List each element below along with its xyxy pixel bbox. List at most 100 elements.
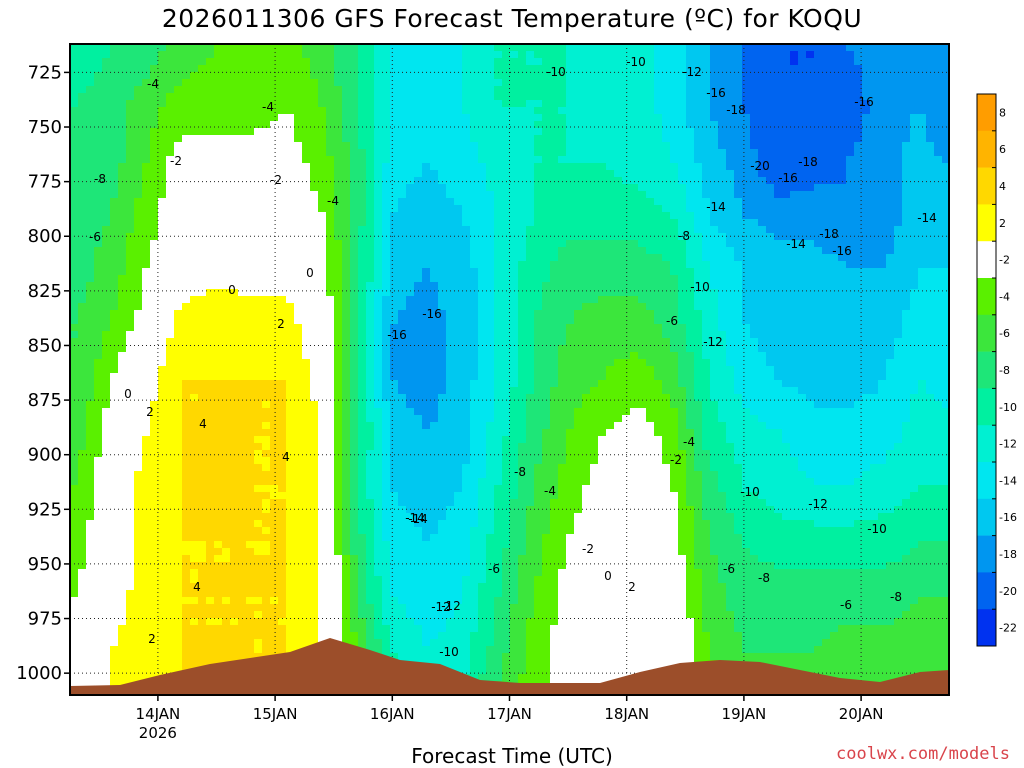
- temperature-cell: [390, 317, 399, 325]
- temperature-cell: [390, 93, 399, 101]
- temperature-cell: [454, 121, 463, 129]
- temperature-cell: [430, 352, 439, 360]
- temperature-cell: [126, 184, 135, 192]
- temperature-cell: [166, 121, 175, 129]
- temperature-cell: [494, 324, 503, 332]
- temperature-cell: [350, 303, 359, 311]
- temperature-cell: [406, 492, 415, 500]
- temperature-cell: [494, 107, 503, 115]
- temperature-cell: [150, 142, 159, 150]
- temperature-cell: [134, 93, 143, 101]
- temperature-cell: [102, 415, 111, 423]
- temperature-cell: [158, 373, 167, 381]
- temperature-cell: [174, 191, 183, 199]
- temperature-cell: [478, 436, 487, 444]
- temperature-cell: [86, 58, 95, 66]
- temperature-cell: [278, 58, 287, 66]
- temperature-cell: [430, 156, 439, 164]
- temperature-cell: [110, 625, 119, 633]
- temperature-cell: [254, 471, 263, 479]
- temperature-cell: [374, 191, 383, 199]
- temperature-cell: [78, 618, 87, 626]
- temperature-cell: [78, 429, 87, 437]
- temperature-cell: [374, 548, 383, 556]
- temperature-cell: [310, 79, 319, 87]
- temperature-cell: [350, 499, 359, 507]
- temperature-cell: [126, 520, 135, 528]
- temperature-cell: [470, 212, 479, 220]
- temperature-cell: [110, 485, 119, 493]
- temperature-cell: [214, 198, 223, 206]
- temperature-cell: [470, 541, 479, 549]
- temperature-cell: [118, 142, 127, 150]
- temperature-cell: [454, 79, 463, 87]
- temperature-cell: [454, 639, 463, 647]
- temperature-cell: [174, 660, 183, 668]
- temperature-cell: [110, 520, 119, 528]
- temperature-cell: [166, 394, 175, 402]
- temperature-cell: [262, 268, 271, 276]
- temperature-cell: [238, 471, 247, 479]
- temperature-cell: [294, 275, 303, 283]
- temperature-cell: [310, 478, 319, 486]
- temperature-cell: [262, 170, 271, 178]
- temperature-cell: [414, 296, 423, 304]
- temperature-cell: [126, 142, 135, 150]
- temperature-cell: [110, 513, 119, 521]
- temperature-cell: [254, 198, 263, 206]
- temperature-cell: [110, 541, 119, 549]
- temperature-cell: [454, 219, 463, 227]
- temperature-cell: [190, 345, 199, 353]
- temperature-cell: [102, 436, 111, 444]
- temperature-cell: [158, 100, 167, 108]
- temperature-cell: [446, 79, 455, 87]
- temperature-cell: [118, 184, 127, 192]
- temperature-cell: [222, 583, 231, 591]
- temperature-cell: [270, 394, 279, 402]
- temperature-cell: [318, 590, 327, 598]
- temperature-cell: [198, 338, 207, 346]
- temperature-cell: [150, 520, 159, 528]
- temperature-cell: [238, 366, 247, 374]
- temperature-cell: [398, 345, 407, 353]
- temperature-cell: [334, 569, 343, 577]
- temperature-cell: [446, 135, 455, 143]
- temperature-cell: [438, 534, 447, 542]
- temperature-cell: [326, 100, 335, 108]
- temperature-cell: [318, 429, 327, 437]
- temperature-cell: [318, 107, 327, 115]
- temperature-cell: [414, 401, 423, 409]
- temperature-cell: [142, 576, 151, 584]
- temperature-cell: [134, 233, 143, 241]
- temperature-cell: [422, 177, 431, 185]
- temperature-cell: [262, 114, 271, 122]
- temperature-cell: [318, 366, 327, 374]
- temperature-cell: [102, 394, 111, 402]
- temperature-cell: [350, 205, 359, 213]
- temperature-cell: [398, 149, 407, 157]
- temperature-cell: [454, 289, 463, 297]
- temperature-cell: [310, 492, 319, 500]
- temperature-cell: [286, 520, 295, 528]
- temperature-cell: [126, 177, 135, 185]
- temperature-cell: [326, 387, 335, 395]
- temperature-cell: [278, 128, 287, 136]
- temperature-cell: [142, 282, 151, 290]
- temperature-cell: [206, 247, 215, 255]
- temperature-cell: [278, 191, 287, 199]
- temperature-cell: [446, 611, 455, 619]
- temperature-cell: [110, 331, 119, 339]
- temperature-cell: [70, 93, 79, 101]
- temperature-cell: [254, 520, 263, 528]
- temperature-cell: [454, 604, 463, 612]
- temperature-cell: [86, 646, 95, 654]
- temperature-cell: [70, 303, 79, 311]
- temperature-cell: [422, 275, 431, 283]
- temperature-cell: [86, 415, 95, 423]
- temperature-cell: [486, 268, 495, 276]
- temperature-cell: [446, 394, 455, 402]
- temperature-cell: [462, 86, 471, 94]
- temperature-cell: [478, 261, 487, 269]
- temperature-cell: [446, 177, 455, 185]
- temperature-cell: [478, 464, 487, 472]
